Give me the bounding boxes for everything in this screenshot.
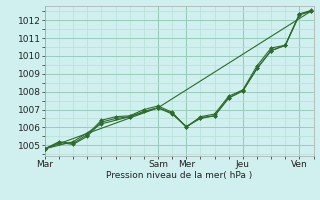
X-axis label: Pression niveau de la mer( hPa ): Pression niveau de la mer( hPa ): [106, 171, 252, 180]
